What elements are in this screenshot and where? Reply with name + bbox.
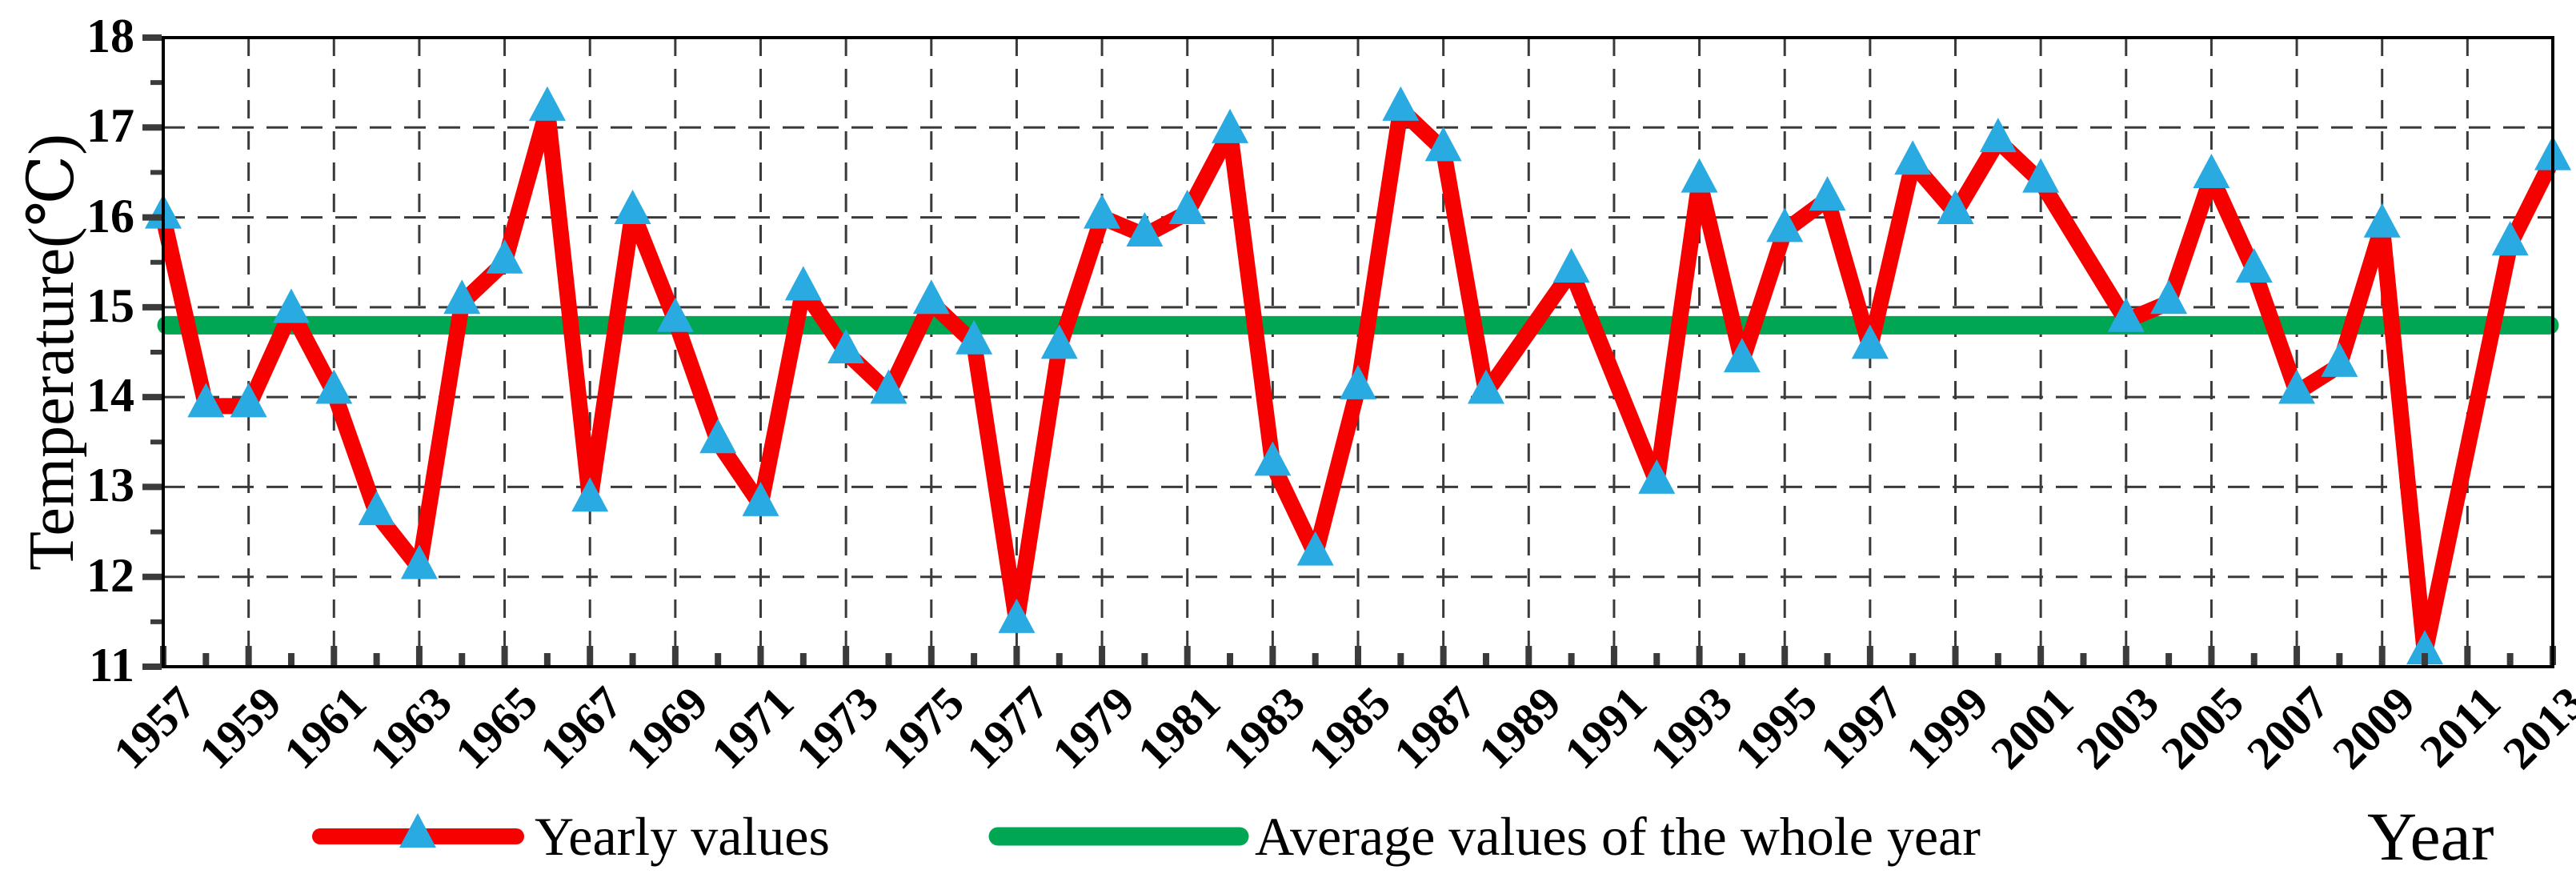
- marker-1987: [1424, 126, 1462, 162]
- marker-1979: [1084, 194, 1121, 229]
- marker-2001: [2022, 158, 2060, 193]
- marker-1998: [1894, 140, 1932, 175]
- marker-1967: [571, 477, 609, 512]
- marker-1976: [955, 319, 993, 355]
- marker-1973: [827, 329, 865, 363]
- marker-1984: [1296, 531, 1334, 566]
- marker-1959: [230, 383, 267, 418]
- y-tick-label-16: 16: [86, 189, 134, 243]
- marker-1992: [1638, 459, 1676, 494]
- marker-1982: [1212, 108, 1249, 143]
- marker-1962: [358, 491, 395, 526]
- marker-1981: [1168, 189, 1206, 224]
- marker-1977: [998, 598, 1036, 633]
- y-tick-label-17: 17: [86, 99, 134, 153]
- y-tick-label-14: 14: [86, 369, 134, 423]
- marker-1966: [528, 86, 566, 121]
- marker-1969: [656, 297, 694, 332]
- marker-1997: [1851, 324, 1889, 359]
- marker-2007: [2278, 369, 2316, 404]
- y-tick-label-11: 11: [89, 639, 134, 692]
- marker-2010: [2406, 630, 2444, 665]
- marker-1972: [784, 266, 822, 301]
- x-axis-title: Year: [2367, 798, 2494, 875]
- marker-1978: [1040, 324, 1078, 359]
- marker-1961: [315, 369, 353, 404]
- marker-1963: [400, 544, 438, 579]
- marker-2000: [1979, 118, 2017, 153]
- marker-1958: [187, 383, 225, 418]
- marker-1968: [614, 189, 651, 224]
- marker-1990: [1552, 247, 1590, 283]
- y-tick-label-18: 18: [86, 10, 134, 62]
- y-tick-label-13: 13: [86, 459, 134, 512]
- marker-1964: [443, 279, 481, 315]
- marker-1974: [870, 369, 907, 404]
- legend-label-yearly-values: Yearly values: [535, 806, 830, 867]
- legend-yearly-marker-icon: [399, 813, 436, 848]
- marker-1986: [1382, 86, 1420, 121]
- marker-1999: [1937, 189, 1974, 224]
- y-tick-label-12: 12: [86, 548, 134, 602]
- marker-2003: [2107, 297, 2145, 332]
- marker-1995: [1766, 207, 1804, 243]
- marker-1960: [272, 288, 310, 323]
- marker-2009: [2363, 202, 2401, 238]
- marker-2004: [2150, 279, 2188, 315]
- plot-border: [162, 36, 2554, 668]
- marker-1983: [1254, 441, 1292, 476]
- marker-2005: [2193, 154, 2230, 189]
- y-tick-label-15: 15: [86, 279, 134, 332]
- legend-label-average-values: Average values of the whole year: [1255, 806, 1981, 867]
- marker-1970: [699, 419, 737, 454]
- marker-1975: [912, 279, 950, 315]
- marker-1971: [742, 481, 779, 516]
- marker-1980: [1126, 212, 1164, 247]
- marker-1994: [1723, 338, 1761, 373]
- marker-2006: [2235, 247, 2273, 283]
- marker-1993: [1681, 158, 1718, 193]
- marker-2012: [2491, 221, 2529, 256]
- marker-1988: [1467, 369, 1504, 404]
- marker-1965: [486, 239, 523, 274]
- marker-1985: [1340, 364, 1376, 399]
- marker-1996: [1809, 176, 1846, 211]
- marker-2008: [2321, 342, 2358, 377]
